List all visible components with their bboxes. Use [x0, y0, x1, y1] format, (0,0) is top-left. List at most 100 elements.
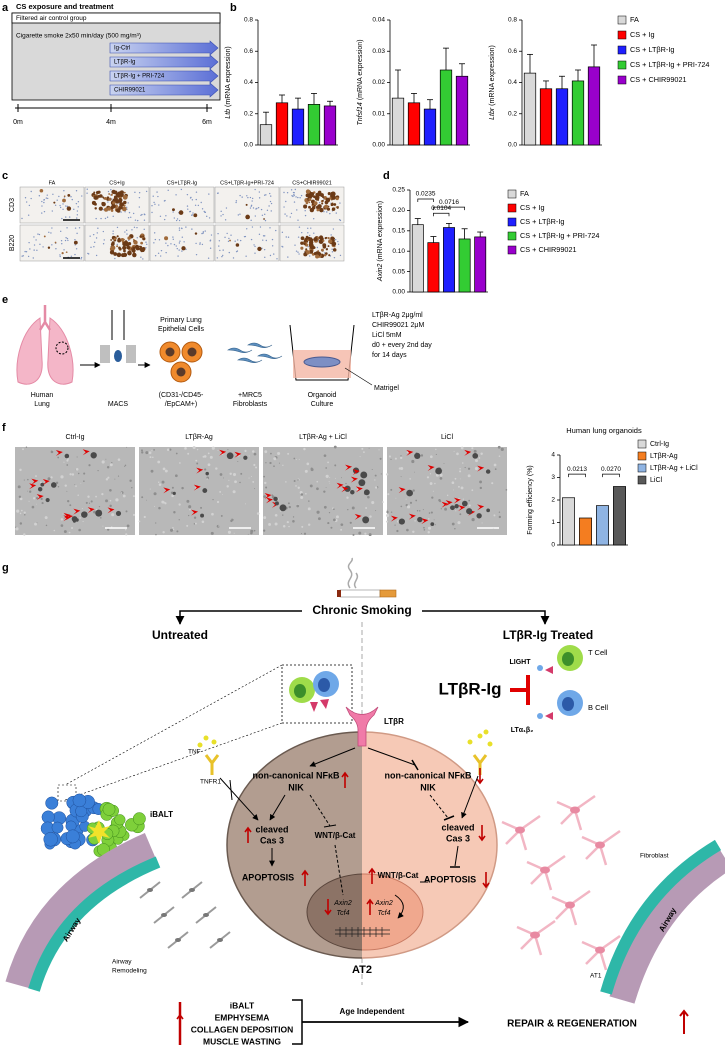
- texture-dot: [479, 486, 482, 490]
- pathway-inhibit: [454, 845, 459, 867]
- stained-cell: [321, 199, 324, 202]
- stained-cell: [98, 206, 103, 211]
- nucleus-dot: [64, 239, 67, 242]
- stained-cell: [326, 207, 331, 211]
- nucleus-dot: [207, 257, 210, 259]
- texture-dot: [286, 520, 289, 524]
- nucleus-dot: [201, 232, 203, 235]
- stained-cell: [116, 252, 122, 258]
- nucleus-dot: [178, 227, 181, 229]
- nucleus-dot: [271, 245, 274, 247]
- texture-dot: [325, 487, 327, 488]
- nucleus-dot: [41, 200, 43, 203]
- nucleus-dot: [132, 212, 135, 215]
- organoid: [461, 500, 468, 507]
- y-tick-label: 0.2: [508, 110, 517, 117]
- nucleus-dot: [165, 242, 167, 244]
- significance-bracket: [417, 198, 434, 202]
- pathway-arrow: [219, 777, 259, 821]
- stained-cell: [123, 200, 127, 205]
- p-value: 0.0213: [567, 466, 587, 473]
- texture-dot: [68, 531, 71, 534]
- texture-dot: [263, 516, 267, 520]
- nucleus-dot: [246, 195, 248, 197]
- texture-dot: [16, 509, 20, 513]
- stained-cell: [113, 237, 116, 241]
- nucleus-dot: [249, 207, 252, 209]
- pathway-arrow: [269, 794, 286, 821]
- texture-dot: [432, 490, 434, 492]
- stained-cell: [117, 237, 121, 241]
- tnf: [203, 735, 209, 741]
- arrowhead: [421, 518, 429, 525]
- arrowhead: [341, 486, 349, 493]
- treatment-label: CHIR99021: [114, 88, 146, 94]
- arrowhead: [107, 507, 115, 514]
- panel-letter: c: [2, 170, 8, 182]
- macs-column: [111, 310, 125, 340]
- nucleus-dot: [176, 218, 179, 220]
- texture-dot: [93, 510, 96, 514]
- arrowhead: [345, 464, 353, 471]
- texture-dot: [40, 497, 43, 501]
- nucleus-dot: [298, 226, 301, 228]
- nucleus-dot: [286, 215, 288, 217]
- nucleus-dot: [134, 191, 136, 194]
- fibroblast-label: Fibroblast: [640, 853, 669, 860]
- texture-dot: [368, 533, 372, 537]
- at1-label: AT1: [590, 973, 602, 980]
- nucleus-dot: [265, 194, 267, 196]
- nucleus-dot: [52, 193, 54, 195]
- nucleus-dot: [237, 214, 240, 216]
- texture-dot: [15, 527, 19, 531]
- texture-dot: [57, 456, 60, 459]
- smoke: [347, 557, 359, 589]
- texture-dot: [458, 485, 460, 488]
- gene-label: Tcf4: [378, 910, 391, 917]
- stained-cell: [311, 203, 314, 206]
- texture-dot: [263, 495, 267, 498]
- image-label: LTβR-Ag: [185, 434, 213, 441]
- nucleus-dot: [103, 239, 105, 241]
- nucleus-dot: [222, 254, 224, 257]
- texture-dot: [328, 511, 331, 514]
- nucleus-dot: [76, 217, 78, 219]
- texture-dot: [346, 496, 349, 499]
- texture-dot: [74, 484, 76, 486]
- protocol-line: LTβR-Ag 2μg/ml: [372, 312, 423, 319]
- nucleus-dot: [206, 215, 208, 218]
- texture-dot: [60, 475, 64, 479]
- nucleus-dot: [76, 214, 79, 216]
- y-axis-label-unit: (mRNA expression): [357, 39, 364, 100]
- nucleus-dot: [110, 188, 112, 191]
- texture-dot: [27, 478, 29, 481]
- texture-dot: [215, 467, 218, 470]
- arrowhead: [29, 483, 37, 490]
- nucleus-dot: [330, 234, 332, 236]
- nucleus-dot: [191, 214, 193, 216]
- texture-dot: [453, 450, 455, 452]
- nucleus-dot: [226, 232, 228, 235]
- stained-cell: [113, 195, 118, 200]
- nucleus-dot: [183, 241, 185, 243]
- arrowhead: [219, 449, 227, 456]
- texture-dot: [435, 448, 437, 451]
- texture-dot: [412, 489, 415, 492]
- nucleus-dot: [173, 243, 176, 246]
- nucleus-dot: [55, 248, 57, 250]
- nucleus-dot: [59, 255, 61, 258]
- texture-dot: [169, 528, 174, 532]
- texture-dot: [336, 515, 339, 519]
- nucleus-dot: [127, 217, 130, 219]
- organoid: [486, 508, 490, 513]
- nucleus-dot: [116, 243, 118, 246]
- cigarette-filter: [379, 589, 397, 598]
- nfkb-label: non-canonical NFκB: [384, 770, 472, 780]
- y-tick-label: 0.20: [392, 207, 405, 214]
- texture-dot: [333, 508, 335, 511]
- stained-cell: [140, 248, 144, 253]
- texture-dot: [493, 463, 497, 467]
- histology-image: [214, 224, 280, 262]
- nucleus-dot: [170, 243, 172, 245]
- nucleus-dot: [145, 190, 148, 193]
